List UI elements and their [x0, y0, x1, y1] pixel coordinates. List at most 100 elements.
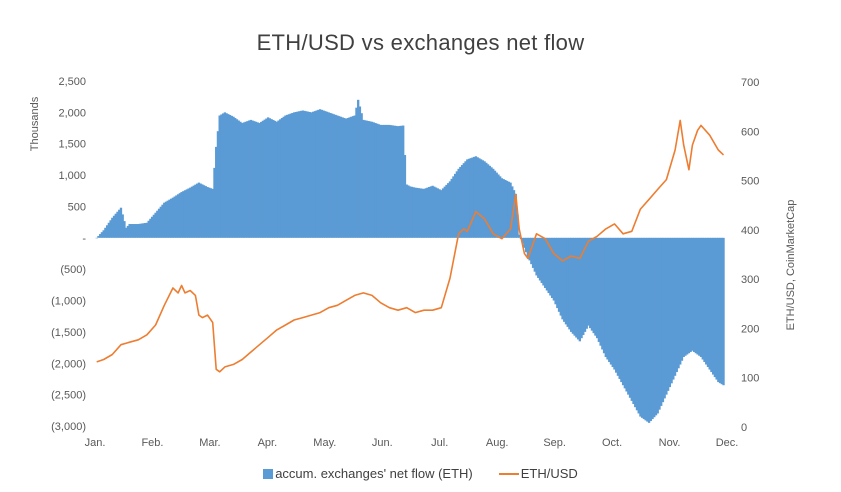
netflow-bar: [241, 123, 244, 238]
left-tick-label: 2,500: [58, 76, 86, 88]
netflow-bar: [154, 212, 157, 238]
netflow-bar: [609, 237, 613, 365]
netflow-bar: [597, 237, 601, 342]
netflow-bar: [630, 237, 633, 401]
netflow-bar: [493, 170, 497, 238]
netflow-bar: [315, 110, 318, 238]
netflow-bar: [595, 237, 599, 339]
netflow-bar: [495, 172, 498, 238]
netflow-bar: [696, 237, 699, 355]
netflow-bar: [140, 223, 143, 238]
netflow-bar: [537, 237, 540, 278]
netflow-bar: [221, 113, 225, 238]
netflow-bar: [547, 237, 550, 294]
netflow-bar: [661, 237, 665, 403]
netflow-bar: [286, 114, 289, 238]
netflow-bar: [152, 214, 156, 238]
right-tick-label: 0: [741, 422, 747, 434]
netflow-bar: [653, 237, 656, 418]
x-tick-label: Jun.: [372, 437, 393, 449]
netflow-bar: [433, 186, 436, 238]
netflow-bar: [381, 124, 384, 238]
netflow-bar: [301, 110, 304, 238]
netflow-bar: [713, 237, 717, 378]
netflow-bar: [105, 225, 109, 238]
netflow-bar: [483, 161, 486, 238]
legend-swatch-netflow: [263, 468, 274, 479]
netflow-bar: [324, 111, 327, 238]
netflow-bar: [445, 184, 448, 238]
netflow-bar: [204, 186, 207, 238]
netflow-bar: [218, 115, 221, 238]
netflow-bar: [147, 220, 150, 238]
netflow-bar: [119, 207, 123, 238]
netflow-bar: [313, 111, 317, 238]
netflow-bar: [395, 125, 398, 238]
netflow-bar: [327, 112, 330, 238]
x-tick-label: Oct.: [602, 437, 622, 449]
netflow-bar: [526, 237, 530, 257]
left-tick-label: 1,500: [58, 139, 86, 151]
netflow-bar: [270, 119, 273, 238]
netflow-bar: [576, 237, 580, 340]
netflow-bar: [594, 237, 597, 336]
netflow-bar: [144, 223, 147, 238]
netflow-bar: [299, 110, 303, 238]
left-tick-label: (2,000): [51, 358, 86, 370]
netflow-bar: [125, 227, 128, 238]
netflow-bar: [353, 115, 356, 238]
netflow-bar: [453, 173, 457, 238]
netflow-bar: [706, 237, 710, 368]
netflow-bar: [370, 121, 374, 238]
netflow-bar: [481, 160, 485, 238]
left-tick-label: (2,500): [51, 390, 86, 402]
netflow-bar: [523, 237, 526, 248]
netflow-bar: [651, 237, 654, 420]
netflow-bar: [273, 120, 277, 238]
netflow-bar: [640, 237, 644, 418]
netflow-bar: [499, 176, 502, 238]
netflow-bar: [320, 109, 323, 238]
netflow-bar: [225, 113, 228, 238]
x-tick-label: Nov.: [659, 437, 681, 449]
netflow-bar: [533, 237, 536, 272]
netflow-bar: [443, 186, 446, 238]
netflow-bar: [478, 158, 481, 238]
left-axis-label: Thousands: [29, 96, 41, 151]
netflow-bar: [249, 119, 253, 238]
netflow-bar: [682, 237, 685, 357]
netflow-bar: [166, 200, 169, 238]
netflow-bar: [343, 118, 346, 238]
netflow-bar: [686, 237, 689, 355]
netflow-bar: [467, 158, 471, 238]
netflow-bar: [502, 179, 505, 238]
netflow-bar: [604, 237, 607, 357]
netflow-bar: [190, 186, 194, 238]
netflow-bar: [689, 237, 692, 352]
netflow-bar: [388, 124, 391, 238]
netflow-bar: [613, 237, 616, 370]
netflow-bar: [628, 237, 632, 398]
left-tick-label: 1,000: [58, 170, 86, 182]
netflow-bar: [637, 237, 640, 414]
netflow-bar: [720, 237, 723, 385]
netflow-bar: [350, 116, 353, 238]
netflow-bar: [692, 237, 696, 352]
netflow-bar: [578, 237, 581, 342]
netflow-bar: [244, 121, 247, 238]
netflow-bar: [455, 171, 459, 238]
netflow-bar: [431, 185, 434, 238]
netflow-bar: [497, 174, 500, 238]
netflow-bar: [642, 237, 646, 420]
netflow-bar: [469, 158, 472, 238]
netflow-bar: [272, 120, 275, 238]
netflow-bar: [187, 188, 190, 238]
netflow-bar: [550, 237, 554, 299]
netflow-bar: [112, 215, 116, 238]
netflow-bar: [118, 209, 121, 238]
netflow-bar: [403, 155, 407, 238]
netflow-bar: [138, 223, 142, 238]
netflow-bar: [540, 237, 543, 283]
netflow-bar: [646, 237, 649, 422]
netflow-bar: [291, 112, 294, 238]
